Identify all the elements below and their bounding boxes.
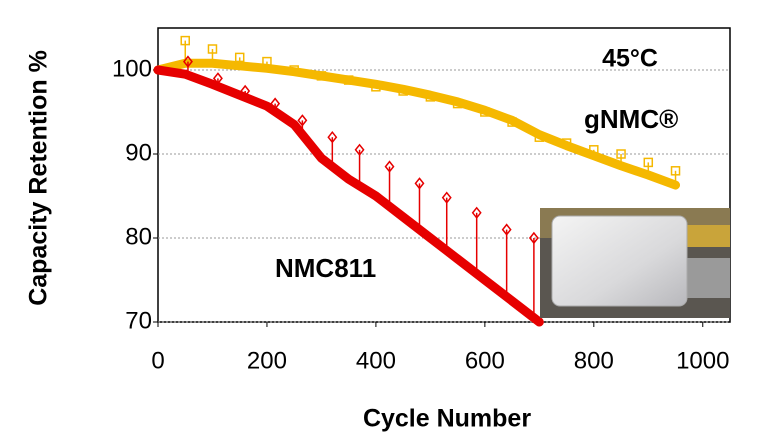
x-tick-label: 0 [151, 347, 164, 374]
marker [670, 166, 681, 176]
marker [471, 206, 482, 220]
y-tick-label: 100 [112, 55, 152, 82]
marker [327, 130, 338, 144]
inset-photo [540, 208, 730, 318]
x-tick-label: 1000 [676, 347, 729, 374]
marker [180, 35, 190, 46]
y-axis-title: Capacity Retention % [25, 50, 53, 306]
marker [207, 44, 218, 54]
marker [616, 149, 626, 159]
y-tick-label: 90 [125, 139, 152, 166]
marker [528, 231, 539, 245]
series-line [153, 65, 544, 327]
marker [354, 143, 365, 157]
series-line [153, 58, 681, 190]
marker [297, 114, 308, 127]
marker [441, 191, 452, 204]
marks [153, 35, 681, 327]
marker [183, 55, 193, 68]
marker [384, 160, 395, 173]
y-tick-label: 80 [125, 223, 152, 250]
marker [643, 157, 654, 168]
x-tick-label: 200 [247, 347, 287, 374]
y-tick-label: 70 [125, 307, 152, 334]
marker [414, 177, 425, 190]
series-label: gNMC® [584, 104, 678, 134]
x-axis-title: Cycle Number [363, 405, 531, 433]
annotation: 45°C [602, 45, 658, 73]
series-label: NMC811 [275, 253, 376, 283]
x-tick-label: 400 [356, 347, 396, 374]
x-tick-label: 800 [574, 347, 614, 374]
marker [501, 223, 512, 236]
x-tick-label: 600 [465, 347, 505, 374]
